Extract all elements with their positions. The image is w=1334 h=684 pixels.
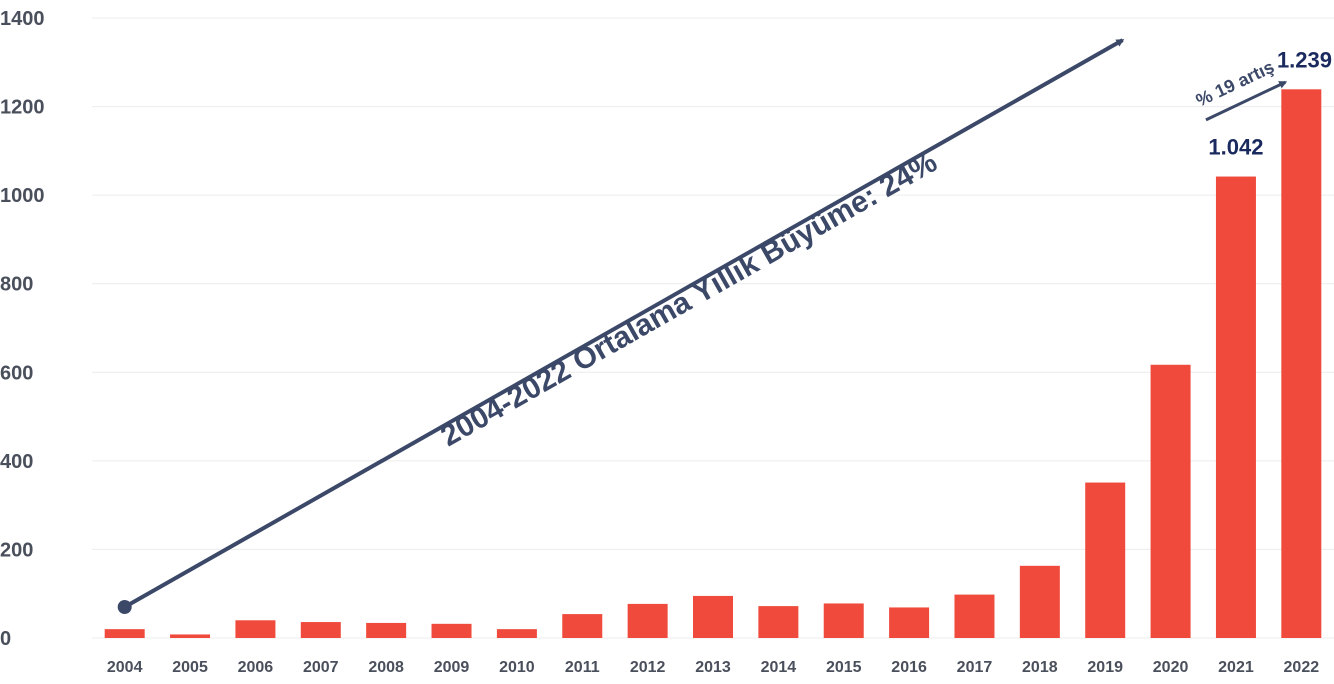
bar-2011 — [562, 614, 603, 638]
bar-2007 — [300, 622, 341, 638]
x-tick-label: 2006 — [238, 659, 274, 676]
x-tick-label: 2008 — [368, 659, 404, 676]
bar-2019 — [1085, 482, 1126, 638]
x-tick-label: 2022 — [1284, 659, 1320, 676]
bar-2008 — [366, 622, 407, 638]
bars — [104, 89, 1322, 639]
y-tick-label: 1000 — [0, 185, 45, 207]
y-tick-label: 1200 — [0, 97, 45, 119]
bar-2015 — [823, 603, 864, 638]
x-tick-label: 2007 — [303, 659, 339, 676]
bar-2014 — [758, 606, 799, 638]
trend-start-dot — [117, 600, 132, 614]
y-tick-label: 600 — [0, 362, 33, 384]
x-tick-label: 2012 — [630, 659, 666, 676]
y-tick-label: 400 — [0, 451, 33, 473]
x-tick-label: 2014 — [761, 659, 797, 676]
bar-2012 — [627, 603, 668, 638]
x-tick-label: 2011 — [565, 659, 600, 676]
x-tick-label: 2017 — [957, 659, 993, 676]
y-axis-ticks: 0 200 400 600 800 1000 1200 1400 — [0, 8, 45, 650]
bar-2013 — [693, 595, 733, 638]
bar-2010 — [496, 629, 537, 638]
x-tick-label: 2010 — [499, 659, 535, 676]
y-tick-label: 800 — [0, 274, 33, 296]
bar-2021 — [1215, 176, 1256, 639]
data-label-2021: 1.042 — [1208, 135, 1263, 160]
bar-2006 — [235, 620, 276, 638]
x-tick-label: 2015 — [826, 659, 862, 676]
x-tick-label: 2018 — [1022, 659, 1058, 676]
bar-2016 — [889, 607, 930, 638]
y-tick-label: 200 — [0, 539, 33, 561]
x-tick-label: 2016 — [891, 659, 927, 676]
y-tick-label: 1400 — [0, 8, 45, 30]
x-tick-label: 2013 — [695, 659, 731, 676]
x-axis-ticks: 2004 2005 2006 2007 2008 2009 2010 2011 2012 2013… — [107, 659, 1319, 676]
bar-2018 — [1019, 565, 1060, 638]
bar-2009 — [431, 623, 472, 638]
bar-2004 — [104, 629, 145, 638]
bar-2022 — [1281, 89, 1322, 639]
growth-annotation: % 19 artış — [1193, 57, 1278, 111]
trend-annotation: 2004-2022 Ortalama Yıllık Büyüme: 24% — [435, 145, 942, 453]
growth-arrow — [1205, 80, 1288, 122]
x-tick-label: 2009 — [434, 659, 470, 676]
bar-2020 — [1150, 364, 1191, 638]
gridlines — [92, 17, 1334, 639]
data-labels: 1.042 1.239 — [1208, 47, 1332, 159]
y-tick-label: 0 — [0, 628, 11, 650]
bar-2017 — [954, 594, 995, 638]
x-tick-label: 2005 — [172, 659, 208, 676]
x-tick-label: 2020 — [1153, 659, 1189, 676]
trend-arrow — [123, 38, 1125, 609]
x-tick-label: 2004 — [107, 659, 143, 676]
data-label-2022: 1.239 — [1277, 47, 1332, 72]
x-tick-label: 2021 — [1218, 659, 1254, 676]
bar-2005 — [170, 634, 211, 638]
x-tick-label: 2019 — [1087, 659, 1123, 676]
